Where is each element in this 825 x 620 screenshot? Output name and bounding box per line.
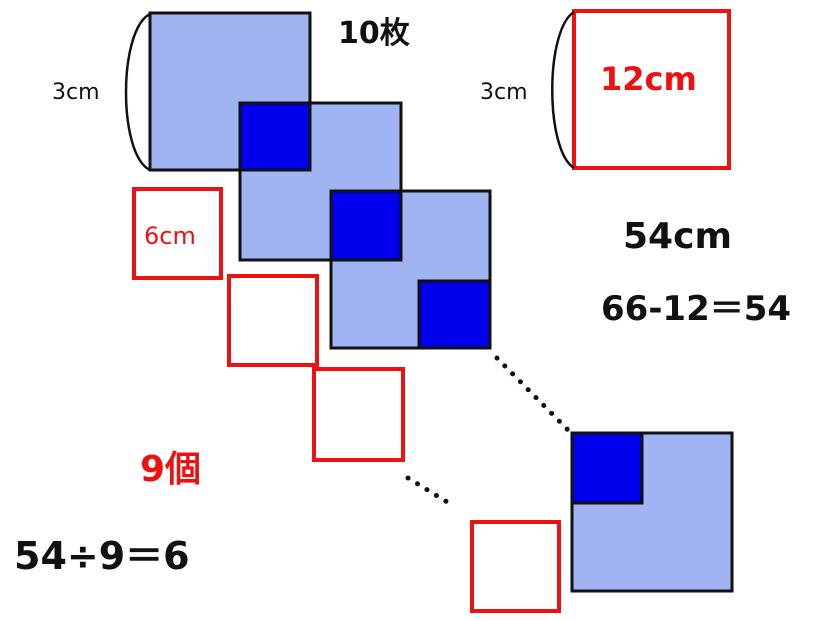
result-label: 54cm	[623, 216, 732, 257]
small-square-label: 6cm	[144, 222, 196, 250]
brace-right	[551, 10, 575, 170]
red-square-1	[132, 187, 223, 280]
overlap-dark-last	[570, 431, 644, 505]
dots-upper	[494, 355, 571, 433]
overlap-dark-1	[238, 101, 312, 172]
count-label: 10枚	[338, 16, 410, 51]
subtraction-equation: 66-12＝54	[601, 289, 792, 329]
overlap-dark-3	[417, 279, 492, 350]
red-square-last	[470, 520, 561, 613]
division-equation: 54÷9＝6	[14, 534, 190, 578]
pieces-label: 9個	[140, 449, 202, 490]
red-big-square	[572, 9, 731, 170]
big-square-label: 12cm	[600, 60, 697, 98]
red-square-3	[312, 367, 405, 462]
red-square-2	[227, 274, 319, 367]
side-length-right: 3cm	[480, 80, 528, 105]
side-length-left: 3cm	[52, 80, 100, 105]
dots-lower	[405, 475, 455, 508]
brace-left	[124, 12, 151, 172]
overlap-dark-2	[329, 189, 403, 262]
